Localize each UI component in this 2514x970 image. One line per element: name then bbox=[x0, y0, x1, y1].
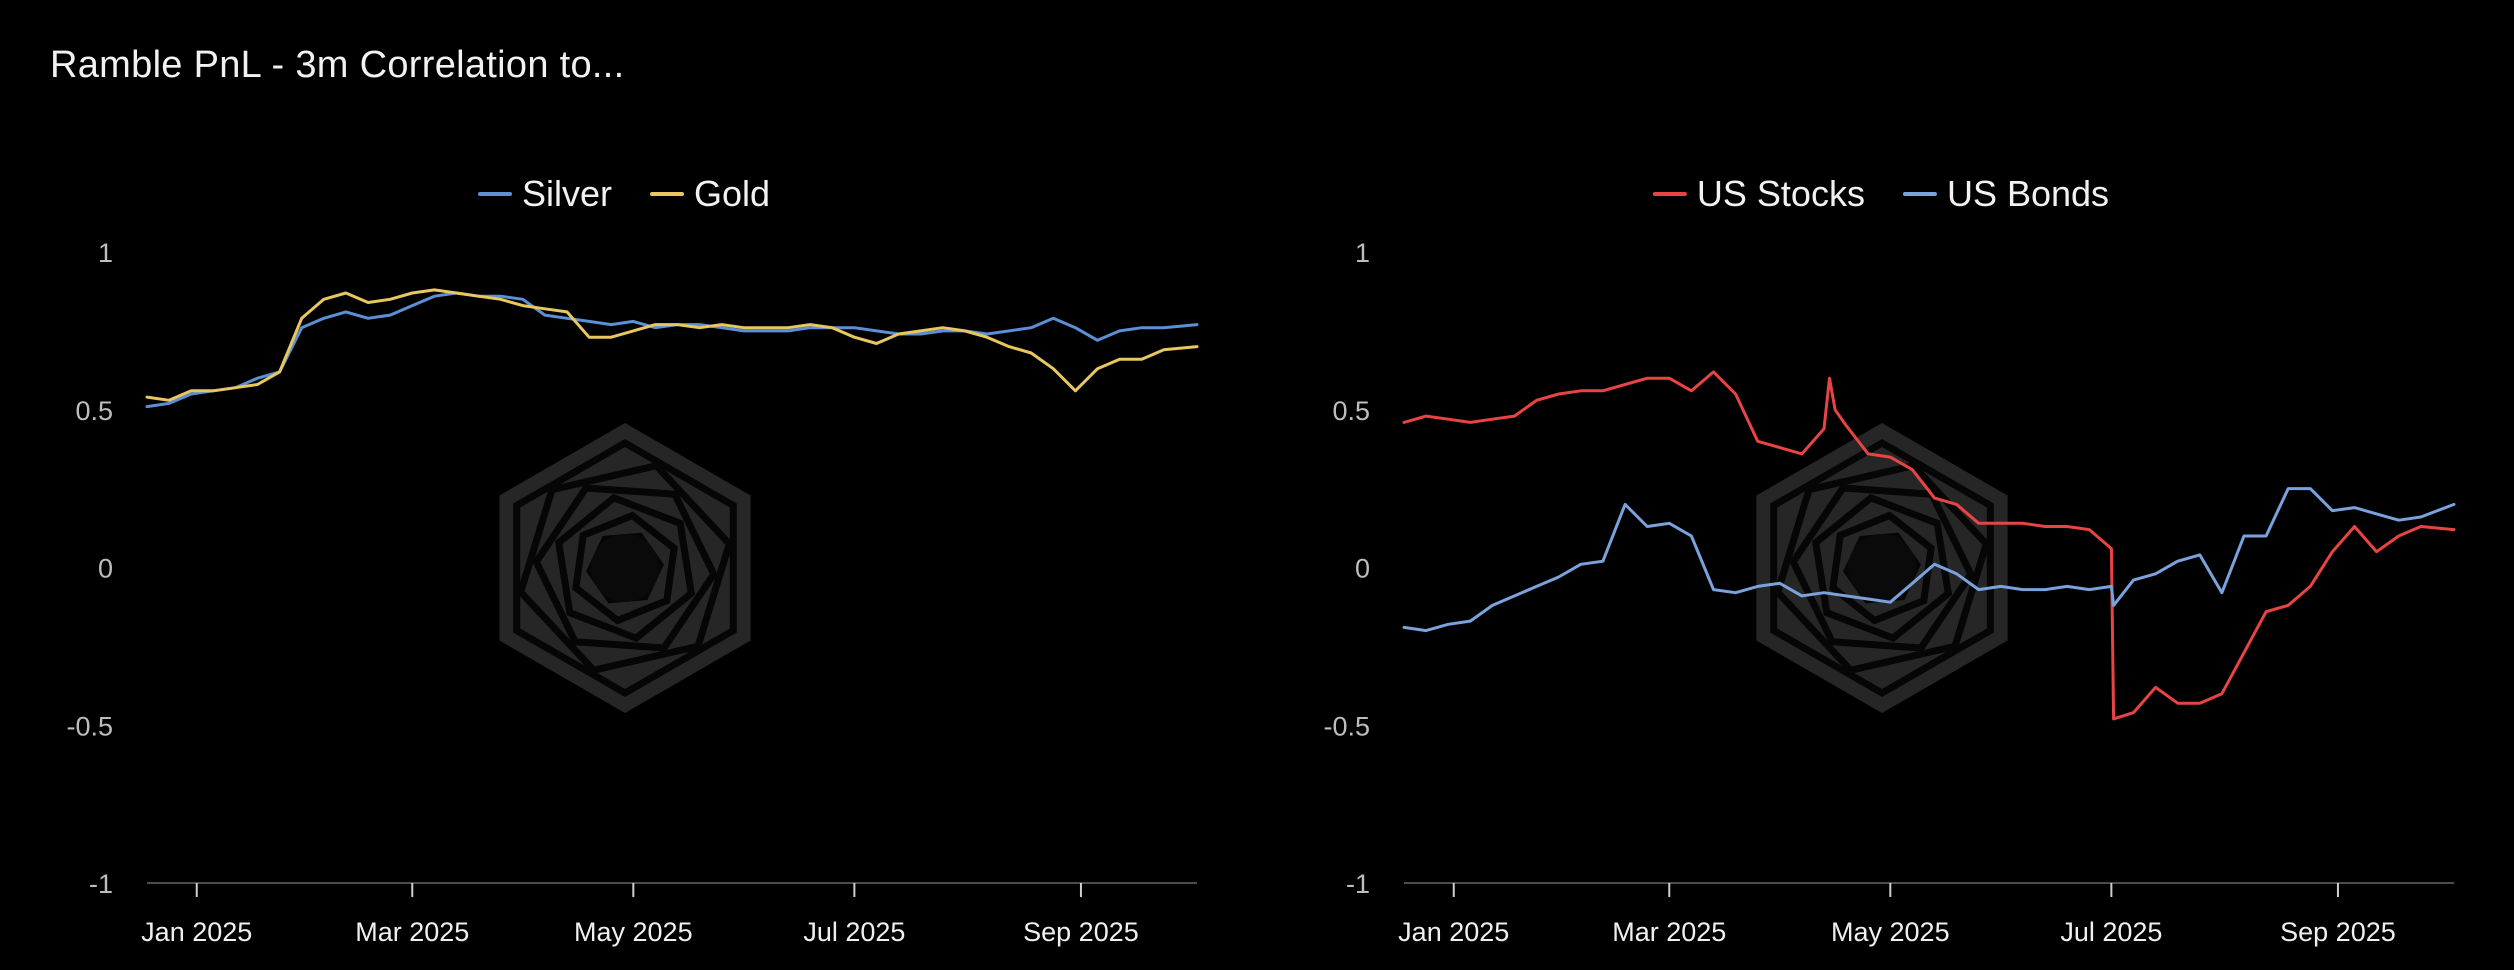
legend-label-us-bonds: US Bonds bbox=[1947, 173, 2109, 214]
x-tick-label-sep-2025: Sep 2025 bbox=[2280, 917, 2396, 947]
legend: US Stocks US Bonds bbox=[1652, 173, 2109, 214]
watermark-spiral-ring bbox=[1843, 532, 1921, 604]
y-tick-label-neg-0-5: -0.5 bbox=[66, 711, 113, 741]
watermark-spiral-ring bbox=[572, 511, 678, 625]
legend-item-us-stocks: US Stocks bbox=[1652, 173, 1865, 214]
legend-item-us-bonds: US Bonds bbox=[1902, 173, 2109, 214]
legend-label-gold: Gold bbox=[694, 173, 770, 214]
watermark-center bbox=[591, 534, 659, 602]
x-tick-label-jul-2025: Jul 2025 bbox=[2060, 917, 2162, 947]
x-tick-label-mar-2025: Mar 2025 bbox=[355, 917, 469, 947]
series-line-silver bbox=[145, 291, 1199, 409]
y-tick-label-0: 0 bbox=[1355, 554, 1370, 584]
legend-label-silver: Silver bbox=[522, 173, 612, 214]
legend-label-us-stocks: US Stocks bbox=[1697, 173, 1865, 214]
y-tick-label-0: 0 bbox=[98, 554, 113, 584]
watermark-logo-icon bbox=[499, 423, 751, 713]
x-tick-label-sep-2025: Sep 2025 bbox=[1023, 917, 1139, 947]
x-tick-label-jan-2025: Jan 2025 bbox=[1398, 917, 1509, 947]
series-line-gold bbox=[145, 288, 1199, 402]
watermark-logo-icon bbox=[1756, 423, 2008, 713]
watermark-spiral-ring bbox=[1773, 461, 1991, 675]
watermark-spiral-ring bbox=[532, 484, 718, 652]
y-tick-label-1: 1 bbox=[1355, 238, 1370, 268]
series-line-us-bonds bbox=[1402, 487, 2456, 633]
watermark-spiral-ring bbox=[516, 461, 734, 675]
watermark-spiral-ring bbox=[1811, 493, 1953, 643]
page-title: Ramble PnL - 3m Correlation to... bbox=[50, 44, 625, 86]
y-tick-label-neg-1: -1 bbox=[1346, 869, 1370, 899]
y-tick-label-0-5: 0.5 bbox=[75, 396, 113, 426]
watermark-spiral-ring bbox=[1829, 511, 1935, 625]
x-tick-label-may-2025: May 2025 bbox=[1831, 917, 1950, 947]
chart-us-stocks-bonds: 1 0.5 0 -0.5 -1 Jan 2025 Mar 2025 May 2025 Jul 2… bbox=[1323, 173, 2456, 947]
x-tick-label-mar-2025: Mar 2025 bbox=[1612, 917, 1726, 947]
legend-item-gold: Gold bbox=[650, 173, 770, 214]
watermark-spiral-ring bbox=[1789, 484, 1975, 652]
watermark-spiral-ring bbox=[554, 493, 696, 643]
legend-item-silver: Silver bbox=[478, 173, 612, 214]
y-tick-label-neg-1: -1 bbox=[89, 869, 113, 899]
watermark-spiral-ring bbox=[586, 532, 664, 604]
legend: Silver Gold bbox=[478, 173, 770, 214]
series-line-us-stocks bbox=[1402, 370, 2456, 721]
x-tick-label-jul-2025: Jul 2025 bbox=[803, 917, 905, 947]
x-tick-label-jan-2025: Jan 2025 bbox=[141, 917, 252, 947]
x-tick-label-may-2025: May 2025 bbox=[574, 917, 693, 947]
chart-silver-gold: 1 0.5 0 -0.5 -1 Jan 2025 Mar 2025 May 2025 Jul 2… bbox=[66, 173, 1199, 947]
y-tick-label-0-5: 0.5 bbox=[1332, 396, 1370, 426]
y-tick-label-neg-0-5: -0.5 bbox=[1323, 711, 1370, 741]
watermark-center bbox=[1848, 534, 1916, 602]
watermark-spiral-ring bbox=[1770, 438, 1994, 698]
y-tick-label-1: 1 bbox=[98, 238, 113, 268]
watermark-spiral-ring bbox=[513, 438, 737, 698]
